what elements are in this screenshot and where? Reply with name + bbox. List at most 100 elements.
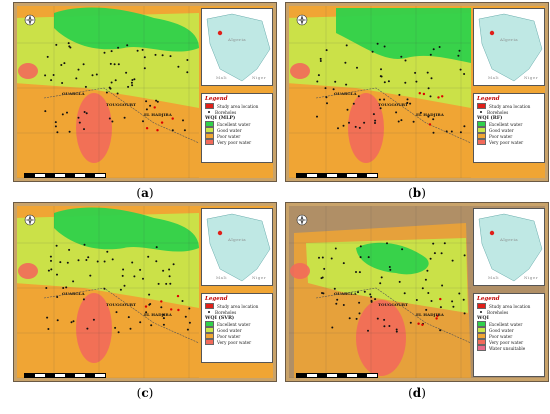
legend-title: Legend	[205, 96, 228, 102]
borehole-marker	[184, 315, 187, 318]
borehole-marker	[44, 110, 47, 113]
borehole-marker	[383, 318, 386, 321]
legend-class-item: Excellent water	[477, 121, 541, 127]
borehole-marker	[406, 98, 409, 101]
legend-class-item: Very poor water	[477, 139, 541, 145]
borehole-marker	[359, 245, 362, 248]
borehole-marker	[400, 119, 403, 122]
borehole-marker	[324, 87, 327, 90]
legend-class-label: Good water	[489, 327, 514, 333]
borehole-marker	[412, 120, 415, 123]
borehole-marker	[363, 121, 366, 124]
borehole-marker	[367, 329, 369, 332]
borehole-marker	[409, 321, 412, 324]
borehole-marker	[77, 68, 80, 71]
borehole-marker	[157, 282, 160, 285]
borehole-marker	[177, 65, 180, 68]
borehole-marker	[330, 257, 333, 260]
borehole-marker	[358, 312, 361, 315]
legend-class-label: Very poor water	[489, 139, 524, 145]
borehole-marker	[108, 117, 111, 120]
borehole-marker	[342, 124, 345, 127]
borehole-marker	[395, 111, 398, 114]
legend-swatch	[205, 339, 214, 345]
road	[315, 87, 472, 144]
country-shape	[206, 213, 271, 282]
legend-label: Boreholes	[487, 109, 509, 115]
legend-class-item: Very poor water	[205, 339, 269, 345]
study-area-marker	[441, 95, 444, 98]
north-arrow-icon	[24, 11, 36, 26]
legend-swatch	[477, 321, 486, 327]
borehole-marker	[188, 307, 191, 310]
borehole-marker	[457, 54, 460, 57]
borehole-marker	[357, 95, 360, 98]
borehole-marker	[85, 259, 88, 261]
borehole-marker	[63, 62, 66, 65]
borehole-marker	[429, 257, 432, 260]
borehole-marker	[374, 122, 376, 124]
zone-very-poor-west	[18, 63, 38, 79]
borehole-marker	[103, 51, 106, 54]
legend-swatch	[477, 303, 486, 309]
study-area-marker	[422, 92, 426, 96]
place-label: TOUGGOURT	[378, 102, 408, 107]
borehole-marker	[426, 71, 429, 74]
borehole-marker	[318, 256, 320, 259]
inset-neighbor-label: Mali	[488, 275, 500, 280]
borehole-marker	[54, 125, 57, 128]
study-area-location-icon	[217, 30, 223, 36]
borehole-marker	[358, 271, 361, 274]
borehole-marker	[82, 63, 85, 66]
borehole-marker	[424, 278, 427, 281]
map-panel-d: OUARGLA TOUGGOURT EL HADJIRA Algeria Mali Nig…	[285, 202, 549, 382]
borehole-marker	[414, 71, 417, 74]
wqi-heading: WQI	[477, 315, 541, 321]
map-legend: Legend Study area location Boreholes WQI (R…	[473, 93, 545, 163]
borehole-marker	[77, 116, 80, 119]
legend-class-label: Good water	[217, 327, 242, 333]
method-label: (MLP)	[218, 115, 236, 121]
borehole-marker	[370, 295, 373, 298]
borehole-marker	[356, 66, 358, 69]
road	[43, 87, 200, 144]
borehole-marker	[378, 98, 381, 101]
borehole-marker	[409, 102, 412, 105]
caption-letter: a	[141, 186, 149, 200]
borehole-marker	[404, 59, 407, 62]
panel-caption: (d)	[408, 386, 426, 400]
borehole-marker	[126, 44, 129, 47]
legend-label: Study area location	[489, 103, 531, 109]
borehole-marker	[61, 113, 64, 116]
borehole-marker	[348, 317, 351, 320]
borehole-marker	[49, 255, 52, 258]
borehole-marker	[131, 79, 134, 81]
borehole-marker	[380, 68, 382, 71]
borehole-marker	[458, 49, 461, 52]
legend-swatch	[477, 139, 486, 145]
borehole-marker	[323, 267, 326, 270]
borehole-marker	[336, 298, 339, 301]
borehole-marker	[67, 42, 70, 45]
legend-label: Boreholes	[487, 309, 509, 315]
borehole-marker	[181, 300, 184, 302]
borehole-marker	[143, 67, 146, 70]
borehole-marker	[334, 247, 337, 250]
legend-swatch	[477, 103, 486, 109]
borehole-marker	[68, 45, 71, 48]
study-area-marker	[421, 323, 424, 326]
method-label: (RF)	[490, 115, 503, 121]
borehole-marker	[87, 256, 90, 259]
zone-excellent	[336, 8, 471, 63]
legend-class-label: Good water	[489, 127, 514, 133]
legend-swatch	[477, 345, 486, 351]
legend-class-label: Excellent water	[217, 321, 251, 327]
borehole-marker	[439, 329, 442, 332]
borehole-marker	[84, 85, 87, 88]
north-arrow-icon	[296, 11, 308, 26]
legend-class-label: Poor water	[217, 333, 241, 339]
borehole-marker	[186, 328, 189, 331]
borehole-marker	[121, 274, 124, 277]
borehole-marker	[55, 244, 58, 247]
borehole-marker	[376, 317, 379, 320]
